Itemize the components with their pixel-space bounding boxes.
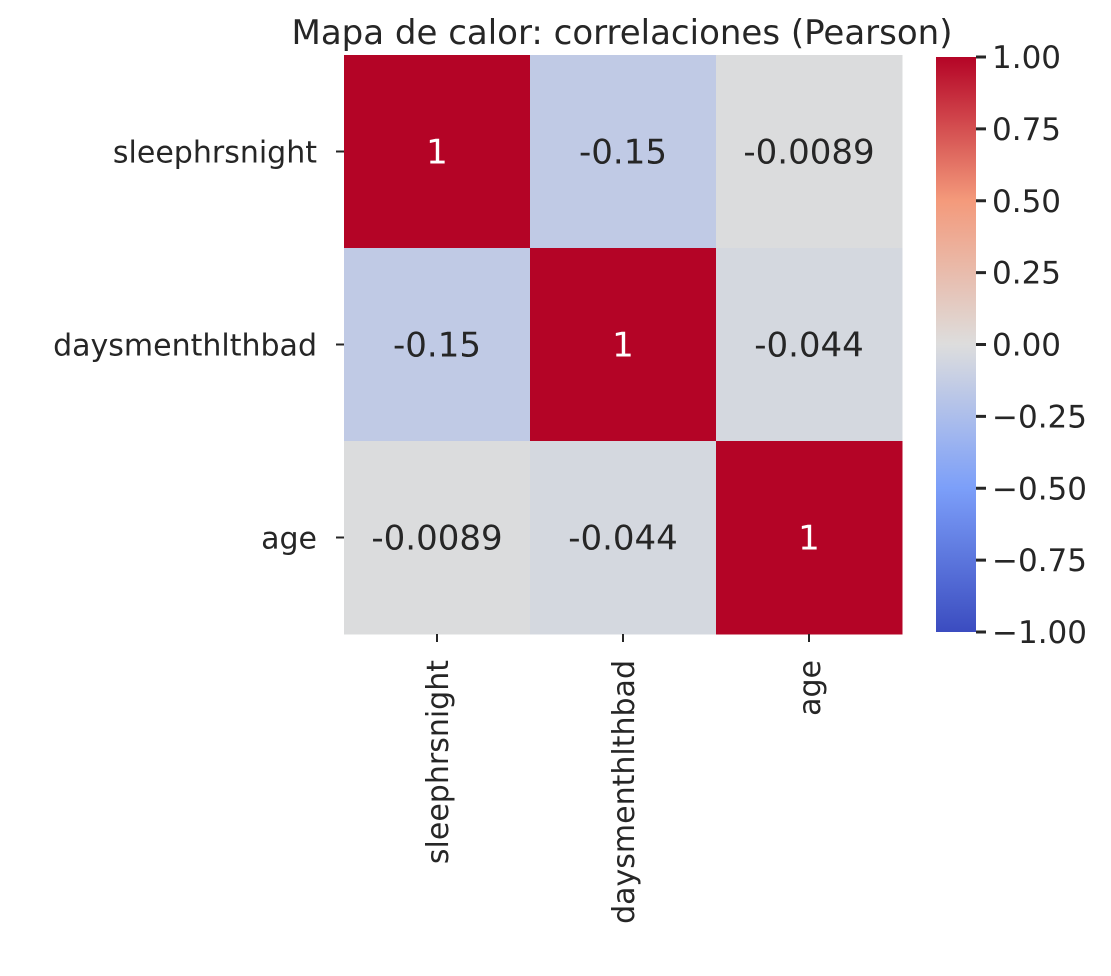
- colorbar-tick-label: 1.00: [992, 40, 1061, 76]
- column-label: age: [793, 660, 828, 716]
- cell-annotation: 1: [798, 519, 820, 559]
- heatmap-cell: [344, 248, 531, 442]
- colorbar-tick-label: 0.00: [992, 328, 1061, 364]
- heatmap-cell: [530, 248, 717, 442]
- colorbar: [936, 57, 976, 632]
- row-label: age: [261, 522, 317, 557]
- cell-annotation: -0.15: [393, 326, 481, 366]
- heatmap-cell: [344, 55, 531, 249]
- colorbar-tick-label: −0.25: [992, 399, 1087, 435]
- colorbar-tick-label: 0.75: [992, 112, 1061, 148]
- colorbar-tick-label: −1.00: [992, 615, 1087, 651]
- cell-annotation: -0.044: [568, 519, 678, 559]
- column-label: daysmenthlthbad: [607, 660, 642, 924]
- column-labels: sleephrsnight daysmenthlthbad age: [421, 634, 828, 924]
- cell-annotation: -0.15: [579, 133, 667, 173]
- colorbar-tick-label: −0.50: [992, 471, 1087, 507]
- cell-annotation: 1: [426, 133, 448, 173]
- colorbar-gradient: [936, 57, 976, 632]
- heatmap-cell: [530, 55, 717, 249]
- heatmap-cells: 1 -0.15 -0.0089 -0.15 1 -0.044 -0.0089 -0.044 1: [344, 55, 903, 635]
- cell-annotation: -0.0089: [743, 133, 874, 173]
- heatmap-cell: [344, 441, 531, 635]
- heatmap-cell: [716, 55, 903, 249]
- column-label: sleephrsnight: [421, 660, 456, 864]
- colorbar-tick-label: −0.75: [992, 543, 1087, 579]
- colorbar-ticks: 1.00 0.75 0.50 0.25 0.00 −0.25 −0.50 −0.75 −1.00: [976, 40, 1087, 651]
- heatmap-cell: [530, 441, 717, 635]
- cell-annotation: -0.0089: [371, 519, 502, 559]
- colorbar-tick-label: 0.25: [992, 256, 1061, 292]
- row-labels: sleephrsnight daysmenthlthbad age: [53, 136, 344, 557]
- heatmap-cell: [716, 441, 903, 635]
- cell-annotation: 1: [612, 326, 634, 366]
- cell-annotation: -0.044: [754, 326, 864, 366]
- chart-title: Mapa de calor: correlaciones (Pearson): [292, 13, 953, 53]
- heatmap-cell: [716, 248, 903, 442]
- row-label: sleephrsnight: [113, 136, 317, 171]
- row-label: daysmenthlthbad: [53, 329, 317, 364]
- colorbar-tick-label: 0.50: [992, 184, 1061, 220]
